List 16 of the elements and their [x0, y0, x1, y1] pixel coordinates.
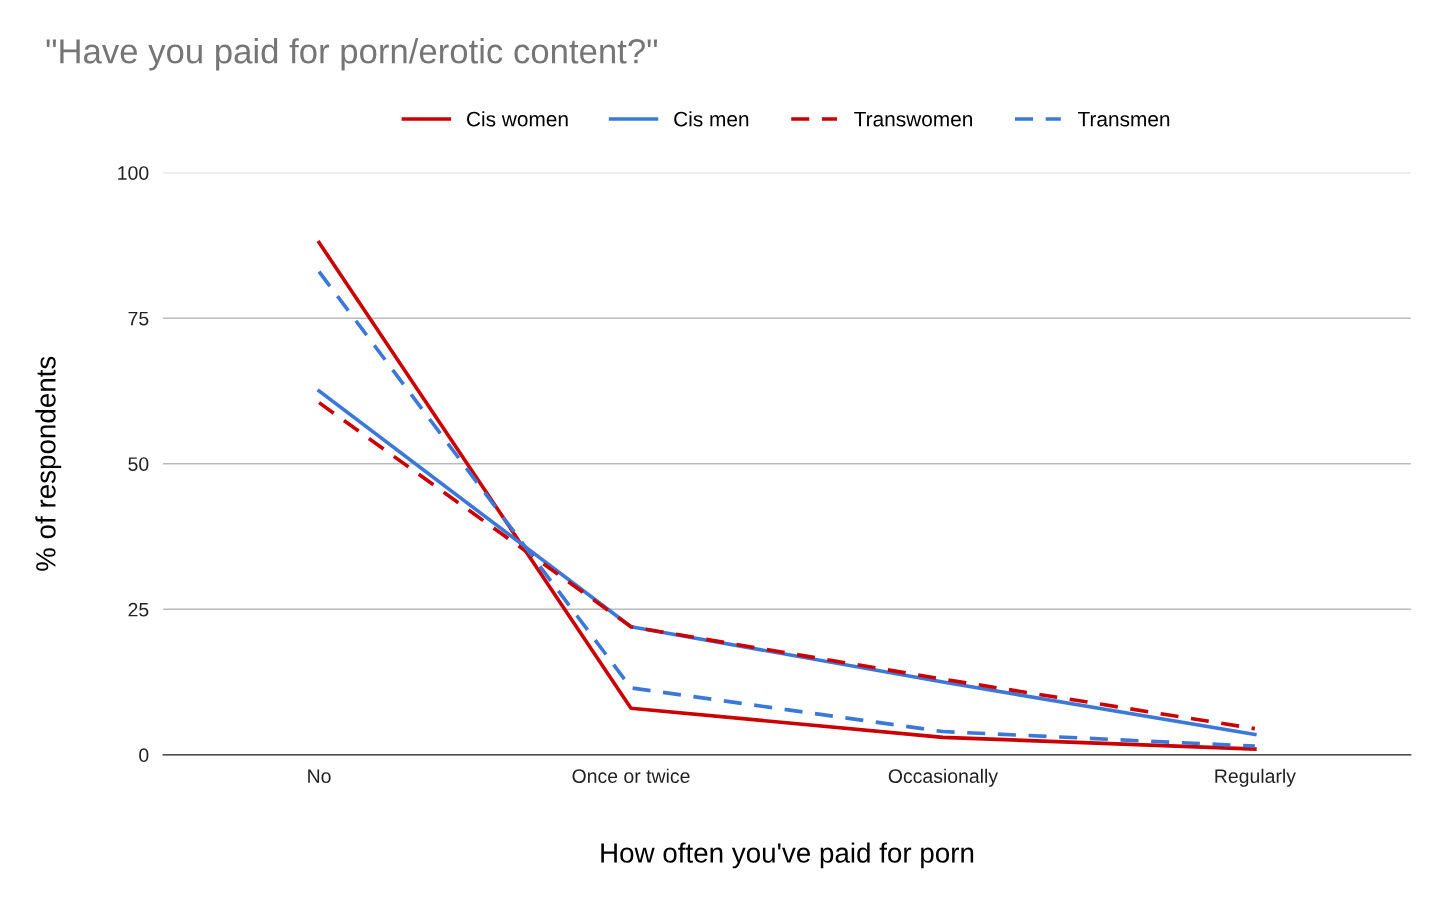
x-tick-label: No	[308, 769, 331, 784]
y-tick-label: 25	[128, 602, 149, 617]
x-tick-label: Regularly	[1215, 768, 1296, 787]
y-tick-label: 75	[128, 311, 149, 326]
legend-label: Transwomen	[854, 111, 972, 127]
y-tick-label: 0	[139, 748, 149, 763]
x-axis-title: How often you've paid for porn	[601, 842, 974, 869]
y-tick-label: 50	[128, 457, 149, 471]
legend-label: Cis men	[674, 111, 749, 127]
y-axis-title: % of respondents	[35, 356, 62, 571]
y-tick-label: 100	[118, 166, 149, 180]
chart-title: "Have you paid for porn/erotic content?"	[46, 38, 658, 71]
x-tick-label: Once or twice	[572, 768, 690, 784]
legend-label: Cis women	[467, 111, 568, 127]
legend-label: Transmen	[1077, 111, 1170, 127]
x-tick-label: Occasionally	[888, 768, 999, 787]
